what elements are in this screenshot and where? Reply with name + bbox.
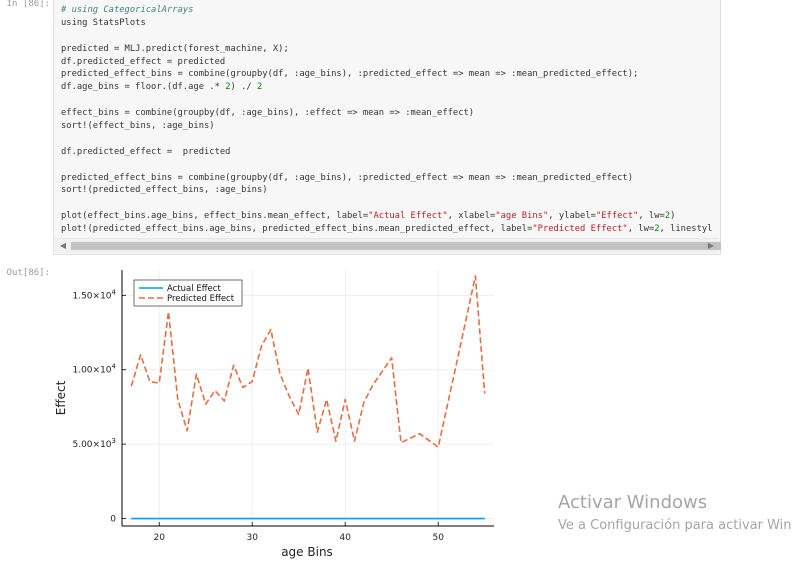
legend-box [133,279,243,307]
code-line: plot!(predicted_effect_bins.age_bins, pr… [61,224,713,235]
code-line: df.predicted_effect = predicted [61,56,226,67]
output-plot: 20 30 40 50 0 5.00×103 1.00×104 1.50×104 age Bin… [48,262,508,562]
code-line: df.age_bins = floor.(df.age .* 2) ./ 2 [61,82,263,93]
code-line: sort!(predicted_effect_bins, :age_bins) [61,185,268,196]
y-tick-label: 0 [110,515,116,525]
x-tick-label: 50 [432,533,444,543]
code-line [61,94,718,107]
x-tick-label: 30 [246,533,258,543]
code-line [61,197,718,210]
series-line-2 [130,275,486,448]
code-line [61,159,718,172]
x-axis-label: age Bins [281,545,333,559]
x-tick-label: 40 [339,533,351,543]
scrollbar-thumb[interactable] [71,242,721,250]
legend-label: Predicted Effect [167,294,235,304]
code-cell[interactable]: # using CategoricalArrays using StatsPlot… [53,0,721,255]
code-line: effect_bins = combine(groupby(df, :age_b… [61,108,475,119]
code-line: sort!(effect_bins, :age_bins) [61,121,215,132]
legend-label: Actual Effect [167,284,221,294]
code-line: predicted_effect_bins = combine(groupby(… [61,172,633,183]
y-axis-label: Effect [54,380,68,415]
y-tick-label: 1.50×104 [72,288,116,301]
horizontal-scrollbar[interactable]: ◀ ▶ [55,238,721,253]
x-tick-label: 20 [153,533,165,543]
watermark-title: Activar Windows [558,492,708,513]
code-line: # using CategoricalArrays [61,5,194,15]
input-prompt: In [86]: [6,0,50,9]
code-line: predicted_effect_bins = combine(groupby(… [61,69,639,80]
output-prompt: Out[86]: [6,268,50,278]
code-line [61,133,718,146]
code-line: plot(effect_bins.age_bins, effect_bins.m… [61,211,676,222]
scroll-right-arrow-icon[interactable]: ▶ [707,241,715,250]
code-line: df.predicted_effect = predicted [61,146,231,157]
code-line [61,30,718,43]
scroll-left-arrow-icon[interactable]: ◀ [59,241,67,250]
code-line: predicted = MLJ.predict(forest_machine, … [61,43,289,54]
y-tick-label: 5.00×103 [72,437,116,450]
watermark-subtitle: Ve a Configuración para activar Win [558,518,792,533]
line-chart: 20 30 40 50 0 5.00×103 1.00×104 1.50×104 age Bin… [54,270,494,559]
y-tick-label: 1.00×104 [72,363,116,376]
code-line: using StatsPlots [61,17,146,28]
windows-activation-watermark: Activar Windows Ve a Configuración para … [558,492,792,536]
code-editor[interactable]: # using CategoricalArrays using StatsPlot… [61,4,718,238]
